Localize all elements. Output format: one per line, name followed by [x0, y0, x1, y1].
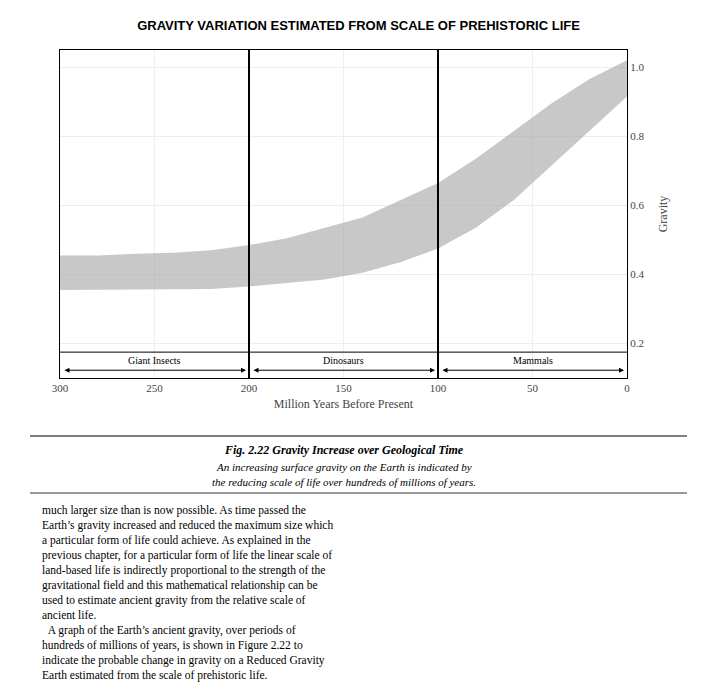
svg-text:0.6: 0.6 [630, 199, 644, 211]
svg-text:the reducing scale of life ove: the reducing scale of life over hundreds… [212, 476, 476, 488]
svg-text:indicate the probable change i: indicate the probable change in gravity … [42, 654, 325, 667]
svg-text:GRAVITY VARIATION ESTIMATED FR: GRAVITY VARIATION ESTIMATED FROM SCALE O… [137, 18, 580, 33]
svg-text:Earth’s gravity increased and: Earth’s gravity increased and reduced th… [42, 519, 333, 532]
svg-text:Fig. 2.22 Gravity Increase ove: Fig. 2.22 Gravity Increase over Geologic… [224, 443, 464, 457]
svg-text:0.2: 0.2 [630, 337, 644, 349]
svg-text:a particular form of life coul: a particular form of life could achieve.… [42, 534, 311, 547]
svg-text:50: 50 [527, 382, 539, 394]
svg-text:0.4: 0.4 [630, 268, 644, 280]
svg-text:Dinosaurs: Dinosaurs [323, 355, 364, 366]
svg-text:150: 150 [335, 382, 352, 394]
svg-text:Mammals: Mammals [513, 355, 553, 366]
svg-text:0.8: 0.8 [630, 130, 644, 142]
svg-text:gravitational field and this m: gravitational field and this mathematica… [42, 579, 318, 592]
svg-text:land-based life is indirectly: land-based life is indirectly proportion… [42, 564, 325, 577]
svg-text:Earth estimated from the scale: Earth estimated from the scale of prehis… [42, 669, 268, 682]
svg-text:250: 250 [146, 382, 163, 394]
svg-text:0: 0 [624, 382, 630, 394]
svg-text:previous chapter, for a partic: previous chapter, for a particular form … [42, 549, 332, 562]
svg-text:A graph of the Earth’s ancient: A graph of the Earth’s ancient gravity, … [42, 624, 296, 637]
svg-text:100: 100 [430, 382, 447, 394]
svg-text:200: 200 [241, 382, 258, 394]
svg-text:1.0: 1.0 [630, 61, 644, 73]
svg-text:Gravity: Gravity [656, 196, 670, 233]
svg-text:Giant Insects: Giant Insects [128, 355, 181, 366]
svg-text:much larger size than is now p: much larger size than is now possible. A… [42, 504, 306, 517]
svg-text:ancient life.: ancient life. [42, 609, 96, 621]
svg-text:hundreds of millions of years,: hundreds of millions of years, is shown … [42, 639, 303, 652]
svg-text:Million Years Before Present: Million Years Before Present [274, 397, 414, 411]
svg-text:300: 300 [52, 382, 69, 394]
svg-text:An increasing surface gravity: An increasing surface gravity on the Ear… [216, 461, 472, 473]
svg-text:used to estimate ancient gravi: used to estimate ancient gravity from th… [42, 594, 306, 607]
